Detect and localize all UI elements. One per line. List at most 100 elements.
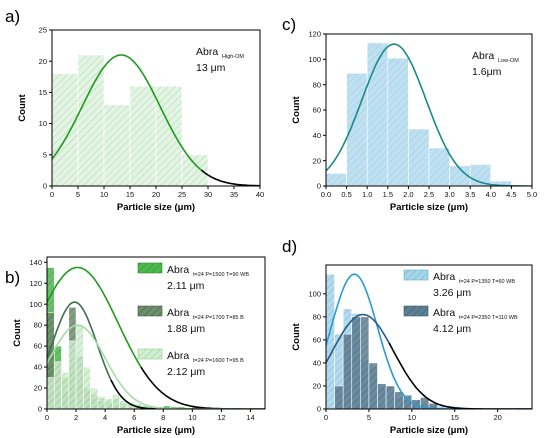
y-axis-label: Count <box>291 95 302 123</box>
x-axis-label: Particle size (μm) <box>390 425 468 436</box>
plot-area <box>326 42 532 186</box>
x-tick-label: 3.0 <box>444 190 454 199</box>
fit-curve <box>326 313 392 364</box>
bar <box>103 104 131 186</box>
legend: Abra t=24 P=1350 T=60 WB 3.26 μm Abra t=24 P… <box>403 269 518 335</box>
bar <box>368 362 378 409</box>
bar <box>490 180 512 186</box>
y-tick-label: 100 <box>308 55 321 64</box>
bar <box>129 85 157 186</box>
x-tick-label: 35 <box>230 190 238 199</box>
axes-frame <box>46 256 266 410</box>
fit-curve <box>47 324 265 409</box>
x-tick-label: 30 <box>204 190 212 199</box>
y-tick-label: 5 <box>43 150 47 159</box>
y-tick-label: 100 <box>29 300 42 309</box>
y-tick-label: 0 <box>43 182 47 191</box>
y-axis-label: Count <box>12 318 23 346</box>
legend-swatch <box>137 305 163 317</box>
y-tick-label: 80 <box>313 312 321 321</box>
bar-series-0 <box>326 42 512 186</box>
x-tick-label: 5 <box>76 190 80 199</box>
legend-swatch <box>403 305 429 317</box>
legend-name: Abra <box>167 350 189 362</box>
fit-curve <box>52 54 204 172</box>
fit-curve-tail <box>140 366 265 409</box>
legend-value: 13 μm <box>196 62 226 74</box>
panel-label: c) <box>282 15 296 34</box>
fit-curve <box>47 301 114 384</box>
x-tick-label: 2.0 <box>403 190 413 199</box>
legend: Abra Low-OM 1.6μm <box>472 50 519 78</box>
y-tick-label: 40 <box>313 131 321 140</box>
x-tick-label: 40 <box>256 190 264 199</box>
legend-value: 1.88 μm <box>167 323 205 335</box>
bar <box>377 383 387 409</box>
legend-name: Abra <box>167 264 189 276</box>
bar <box>97 396 106 409</box>
legend-name: Abra <box>472 50 494 62</box>
y-tick-label: 60 <box>313 106 321 115</box>
bar <box>428 147 450 186</box>
legend-subscript: Low-OM <box>498 58 519 64</box>
y-tick-label: 10 <box>39 119 47 128</box>
legend-value: 4.12 μm <box>433 323 471 335</box>
x-tick-label: 4 <box>103 413 107 422</box>
bar <box>47 377 55 409</box>
legend-subscript: t=24 P=1600 T=95 B <box>193 358 244 364</box>
y-tick-label: 120 <box>308 30 321 39</box>
x-tick-label: 20 <box>493 413 501 422</box>
y-tick-label: 80 <box>34 321 42 330</box>
bar <box>90 387 99 409</box>
fit-curve <box>47 266 142 368</box>
x-tick-label: 5.0 <box>527 190 537 199</box>
fit-curve-tail <box>201 169 260 186</box>
y-tick-label: 60 <box>34 342 42 351</box>
y-tick-label: 0 <box>317 405 321 414</box>
bar <box>351 316 361 409</box>
bar <box>366 42 389 186</box>
bar <box>394 391 404 409</box>
x-axis-label: Particle size (μm) <box>117 202 195 213</box>
legend-value: 1.6μm <box>472 66 502 78</box>
y-tick-label: 15 <box>39 88 47 97</box>
bar <box>68 340 77 409</box>
bar <box>52 73 79 186</box>
legend-value: 2.12 μm <box>167 366 205 378</box>
axes-frame <box>325 264 533 410</box>
legend-name: Abra <box>167 307 189 319</box>
legend-swatch <box>137 262 163 274</box>
bar <box>53 361 62 409</box>
y-tick-label: 40 <box>313 359 321 368</box>
x-tick-label: 0.0 <box>321 190 331 199</box>
y-tick-label: 60 <box>313 335 321 344</box>
x-tick-label: 1.5 <box>383 190 393 199</box>
bar <box>387 57 409 186</box>
bar <box>61 372 70 409</box>
legend-subscript: t=24 P=2350 T=110 WB <box>459 315 518 321</box>
x-tick-label: 0 <box>45 413 49 422</box>
bar <box>181 154 209 186</box>
fit-curve <box>326 273 532 409</box>
legend-name: Abra <box>433 307 455 319</box>
bar <box>385 385 395 409</box>
y-tick-label: 20 <box>313 382 321 391</box>
legend-subscript: t=24 P=1500 T=90 WB <box>193 272 249 278</box>
panel-label: a) <box>5 7 20 26</box>
plot-area <box>47 266 265 409</box>
bar-series-2 <box>47 324 157 409</box>
legend-swatch <box>137 348 163 360</box>
x-tick-label: 2 <box>74 413 78 422</box>
legend-name: Abra <box>433 271 455 283</box>
x-tick-label: 10 <box>188 413 196 422</box>
legend-subscript: High-OM <box>222 54 244 60</box>
bar <box>360 316 370 409</box>
x-tick-label: 2.5 <box>424 190 434 199</box>
bar <box>342 333 353 409</box>
bar <box>47 312 55 409</box>
x-tick-label: 8 <box>161 413 165 422</box>
x-tick-label: 6 <box>132 413 136 422</box>
x-tick-label: 10 <box>100 190 108 199</box>
legend: Abra High-OM 13 μm <box>196 46 244 74</box>
